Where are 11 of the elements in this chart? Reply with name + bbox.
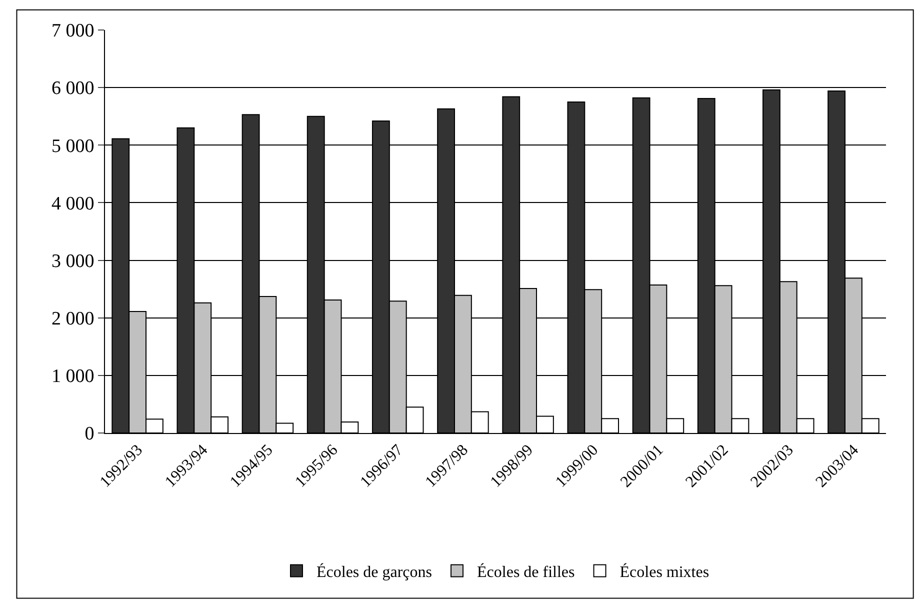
y-tick-label: 3 000 bbox=[51, 250, 94, 272]
y-tick-label: 4 000 bbox=[51, 193, 94, 214]
y-tick-label: 7 000 bbox=[51, 20, 94, 42]
y-tick-label: 1 000 bbox=[51, 366, 94, 388]
legend-label: Écoles de filles bbox=[477, 563, 575, 582]
legend-label: Écoles de garçons bbox=[316, 563, 432, 582]
y-tick-label: 6 000 bbox=[51, 78, 94, 100]
y-tick-label: 2 000 bbox=[51, 308, 94, 330]
y-tick-label: 5 000 bbox=[51, 136, 94, 157]
legend-label: Écoles mixtes bbox=[620, 563, 710, 582]
y-tick-label: 0 bbox=[84, 424, 94, 445]
